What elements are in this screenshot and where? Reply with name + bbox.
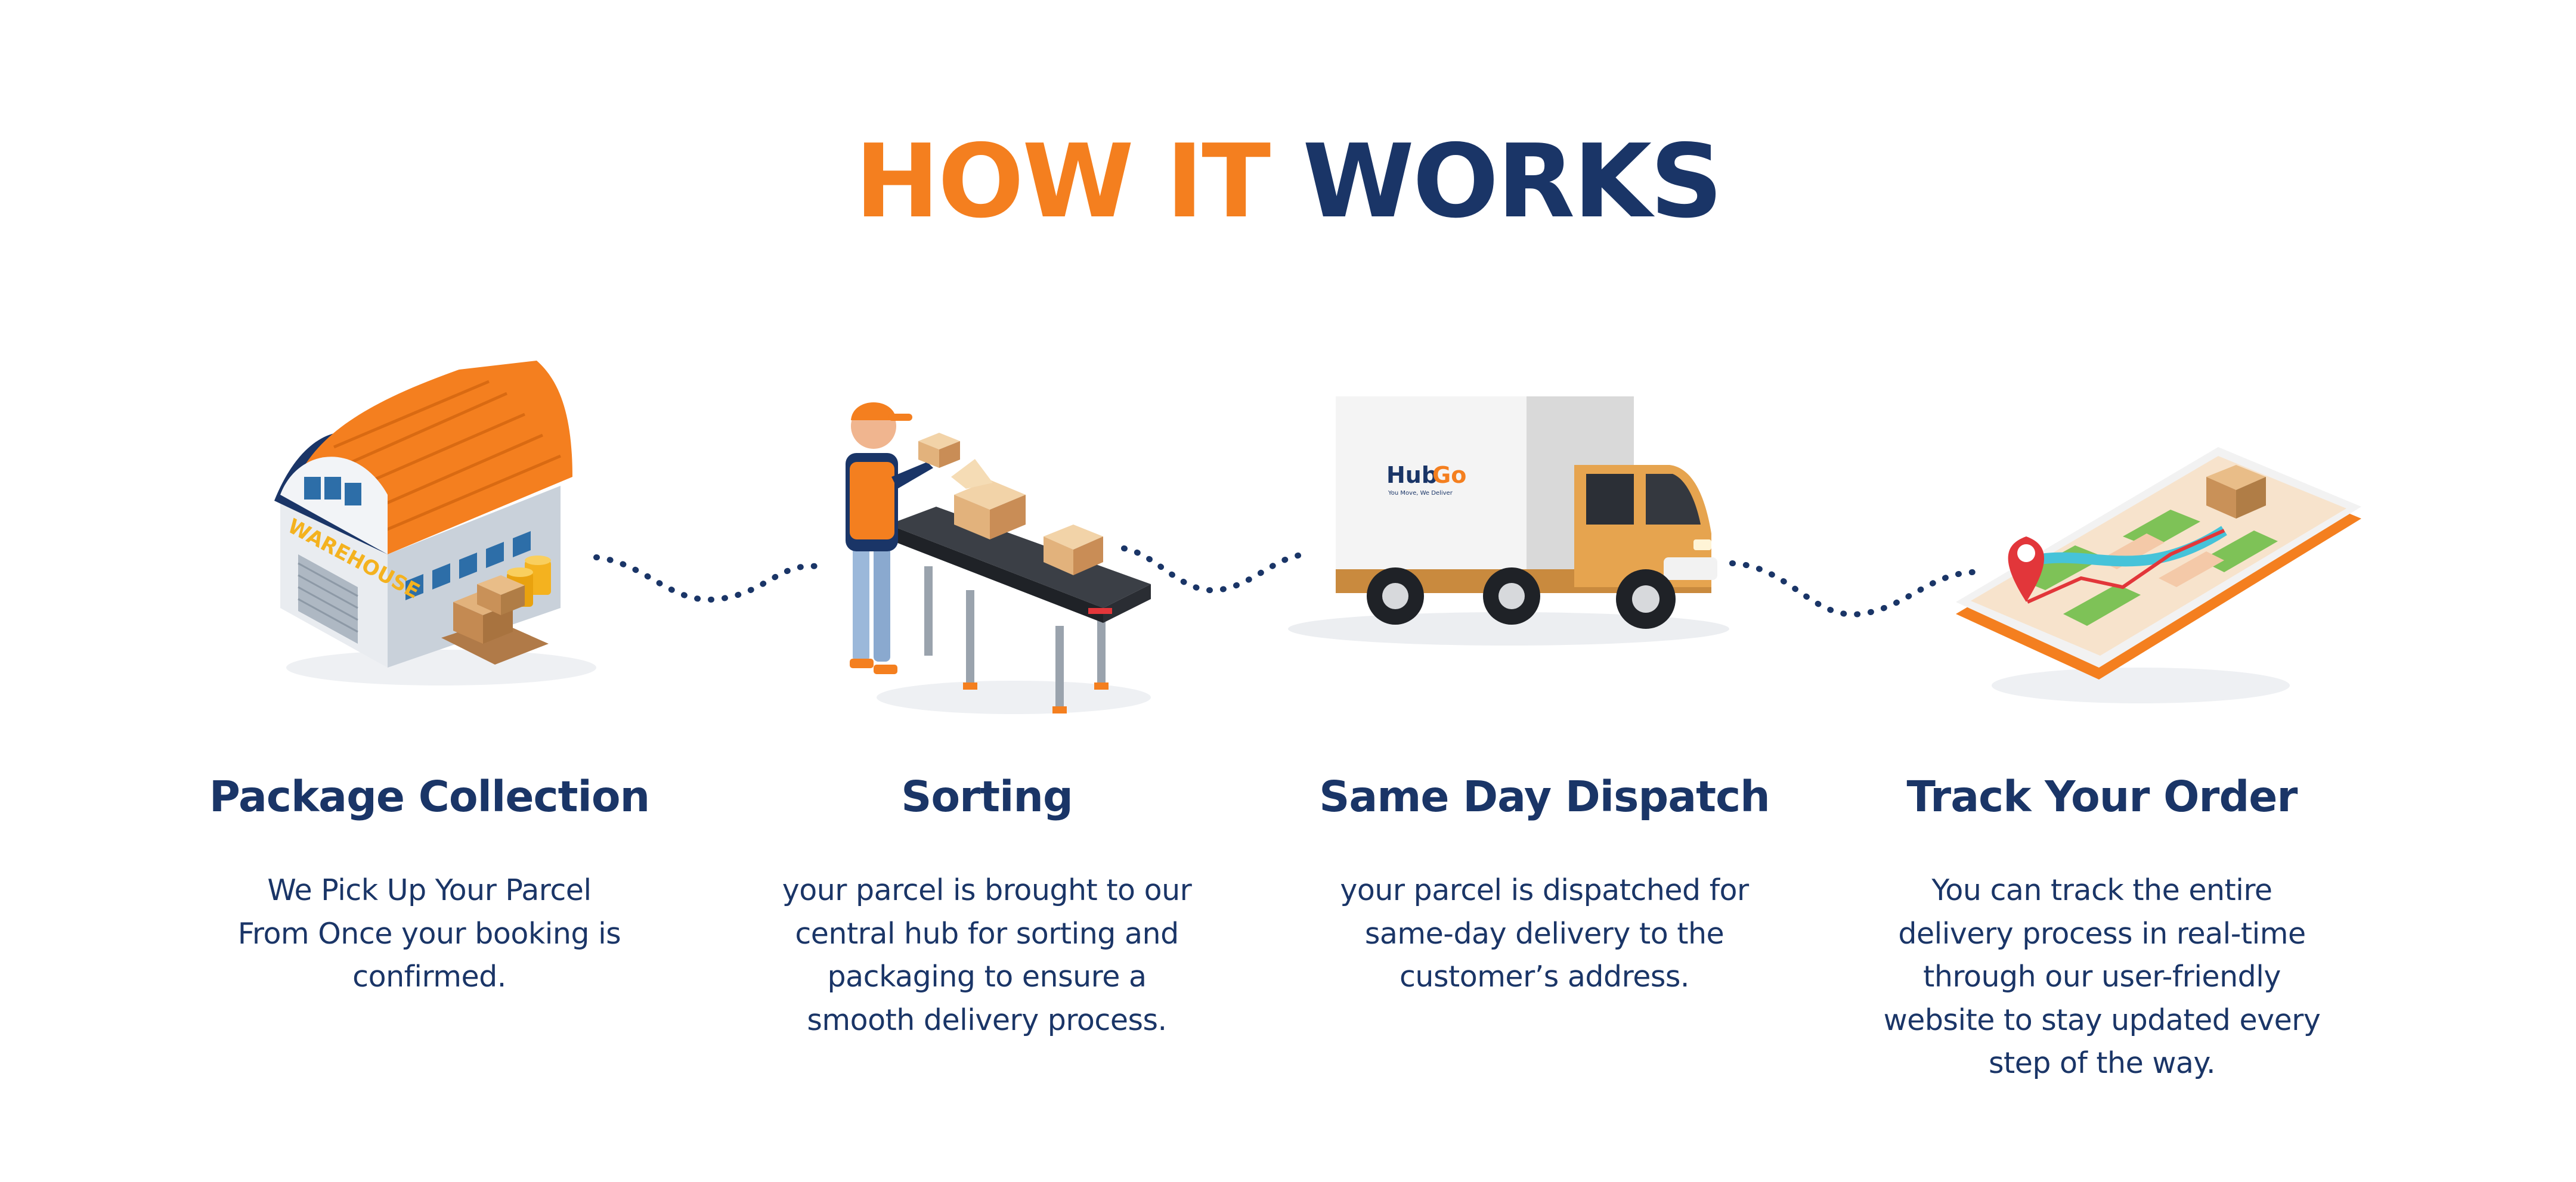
heading-part-2: WORKS xyxy=(1302,123,1723,241)
description-line: through our user-friendly xyxy=(1923,960,2281,994)
description-line: your parcel is dispatched for xyxy=(1340,873,1749,907)
conveyor-worker-icon xyxy=(846,402,1151,714)
truck-brand-tagline: You Move, We Deliver xyxy=(1388,490,1453,497)
step-title-track-your-order: Track Your Order xyxy=(1906,772,2298,821)
delivery-truck-icon: Hub Go You Move, We Deliver xyxy=(1288,396,1729,646)
description-line: We Pick Up Your Parcel xyxy=(267,873,592,907)
step-description-same-day-dispatch: your parcel is dispatched for same-day d… xyxy=(1276,869,1813,999)
section-heading: HOW IT WORKS xyxy=(0,122,2576,241)
description-line: You can track the entire xyxy=(1931,873,2272,907)
description-line: delivery process in real-time xyxy=(1898,916,2306,951)
description-line: smooth delivery process. xyxy=(807,1003,1167,1037)
step-title-sorting: Sorting xyxy=(901,772,1073,821)
description-line: confirmed. xyxy=(352,960,506,994)
truck-brand-hub: Hub xyxy=(1386,462,1438,488)
heading-part-1: HOW IT xyxy=(854,123,1271,241)
description-line: your parcel is brought to our xyxy=(782,873,1192,907)
step-title-package-collection: Package Collection xyxy=(209,772,650,821)
description-line: central hub for sorting and xyxy=(795,916,1179,951)
description-line: step of the way. xyxy=(1988,1046,2216,1080)
step-title-same-day-dispatch: Same Day Dispatch xyxy=(1319,772,1770,821)
description-line: customer’s address. xyxy=(1399,960,1690,994)
step-description-package-collection: We Pick Up Your Parcel From Once your bo… xyxy=(161,869,698,999)
dotted-connector-1 xyxy=(593,554,820,603)
step-description-track-your-order: You can track the entire delivery proces… xyxy=(1834,869,2370,1085)
phone-map-icon xyxy=(1956,447,2361,703)
dotted-connector-3 xyxy=(1729,560,1986,618)
truck-brand-go: Go xyxy=(1432,462,1466,488)
description-line: website to stay updated every xyxy=(1883,1003,2321,1037)
description-line: From Once your booking is xyxy=(237,916,621,951)
step-description-sorting: your parcel is brought to our central hu… xyxy=(719,869,1255,1042)
description-line: packaging to ensure a xyxy=(827,960,1147,994)
description-line: same-day delivery to the xyxy=(1364,916,1724,951)
warehouse-icon: WAREHOUSE xyxy=(274,361,596,685)
